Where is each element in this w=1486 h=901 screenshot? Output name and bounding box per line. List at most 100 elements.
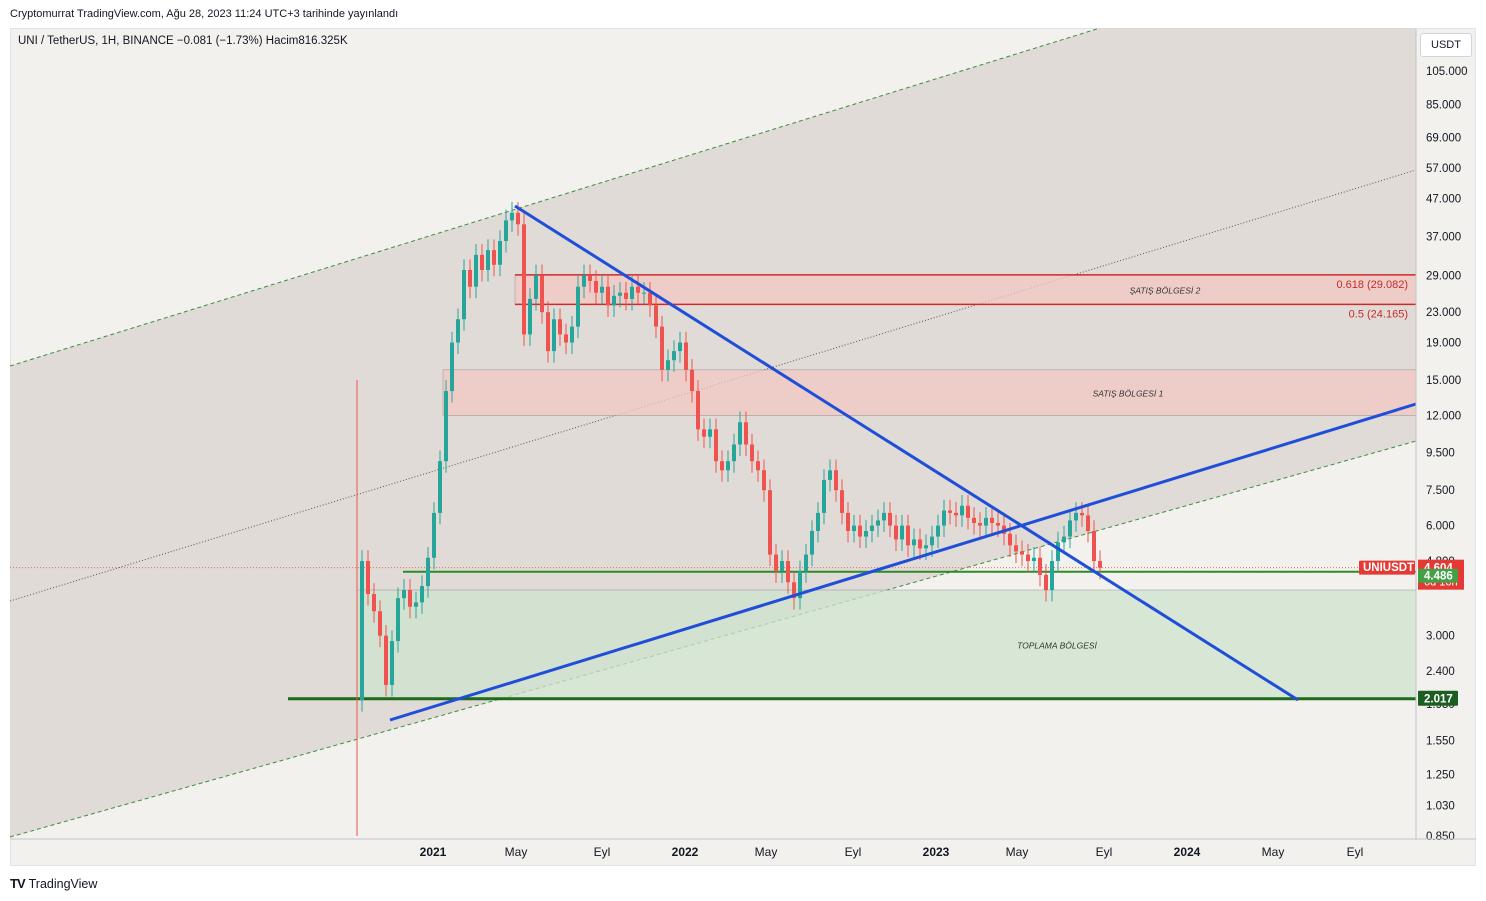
symbol-price-tag: UNIUSDT <box>1363 562 1414 574</box>
x-tick-label: May <box>755 845 778 859</box>
candle-body <box>534 275 538 299</box>
candle-body <box>702 429 706 437</box>
candle-body <box>816 512 820 531</box>
x-tick-label: May <box>505 845 528 859</box>
candle-body <box>558 319 562 335</box>
y-tick-label: 69.000 <box>1426 133 1461 145</box>
candle-body <box>528 298 532 335</box>
candle-body <box>1098 561 1102 568</box>
candle-body <box>1014 545 1018 552</box>
candle-body <box>474 254 478 287</box>
candle-body <box>906 525 910 546</box>
symbol-price-tag-box <box>1359 560 1415 575</box>
candle-body <box>438 461 442 513</box>
candle-body <box>822 479 826 513</box>
candle-body <box>552 319 556 352</box>
candle-body <box>594 280 598 293</box>
x-tick-label: May <box>1262 845 1285 859</box>
candle-body <box>372 594 376 612</box>
candle-body <box>894 525 898 540</box>
tradingview-logo-icon: TV <box>10 876 26 891</box>
candle-body <box>834 470 838 491</box>
support-4486-tag: 4.486 <box>1424 570 1453 582</box>
candle-body <box>936 525 940 537</box>
candle-body <box>624 292 628 299</box>
candle-body <box>846 512 850 531</box>
published-note: Cryptomurrat TradingView.com, Ağu 28, 20… <box>10 8 399 20</box>
candle-body <box>456 319 460 343</box>
symbol-info[interactable]: UNI / TetherUS, 1H, BINANCE −0.081 (−1.7… <box>18 35 348 47</box>
candle-body <box>1056 542 1060 562</box>
descending-trendline <box>514 204 1299 702</box>
x-tick-label: May <box>1006 845 1029 859</box>
candle-body <box>396 598 400 642</box>
candle-body <box>1038 557 1042 575</box>
candle-body <box>402 590 406 599</box>
candle-body <box>768 490 772 555</box>
candle-body <box>1062 536 1066 543</box>
candle-body <box>918 539 922 549</box>
candle-body <box>984 517 988 526</box>
y-tick-label: 19.000 <box>1426 338 1461 350</box>
y-tick-label: 15.000 <box>1426 375 1461 387</box>
candle-body <box>654 305 658 327</box>
candle-body <box>786 561 790 583</box>
x-tick-label: Eyl <box>845 845 862 859</box>
candle-body <box>480 254 484 270</box>
x-tick-label: 2022 <box>672 845 699 859</box>
candle-body <box>870 525 874 531</box>
footer-brand[interactable]: TV TradingView <box>10 876 97 891</box>
candle-body <box>744 422 748 445</box>
candle-body <box>708 429 712 437</box>
candle-body <box>426 557 430 587</box>
candle-body <box>498 241 502 265</box>
candle-body <box>684 342 688 370</box>
candle-body <box>540 275 544 313</box>
candle-body <box>882 512 886 521</box>
x-tick-label: 2023 <box>923 845 950 859</box>
candle-body <box>954 512 958 516</box>
x-tick-label: 2024 <box>1174 845 1201 859</box>
candle-body <box>468 269 472 287</box>
candle-body <box>810 530 814 555</box>
candle-body <box>486 250 490 270</box>
candle-body <box>924 545 928 549</box>
candle-body <box>378 611 382 636</box>
x-tick-label: 2021 <box>420 845 447 859</box>
candle-body <box>588 275 592 281</box>
y-tick-label: 23.000 <box>1426 307 1461 319</box>
candle-body <box>414 602 418 607</box>
candle-body <box>732 444 736 462</box>
y-tick-label: 1.250 <box>1426 770 1455 782</box>
candle-body <box>1080 512 1084 516</box>
x-tick-label: Eyl <box>1096 845 1113 859</box>
candle-body <box>750 444 754 462</box>
candle-body <box>1008 533 1012 546</box>
zone-satis-1-label: SATIŞ BÖLGESİ 1 <box>1093 389 1164 399</box>
y-tick-label: 29.000 <box>1426 270 1461 282</box>
x-tick-label: Eyl <box>1347 845 1364 859</box>
candle-body <box>978 522 982 526</box>
candle-body <box>636 286 640 293</box>
candle-body <box>504 220 508 242</box>
zone-satis-2-label: ŞATIŞ BÖLGESİ 2 <box>1130 286 1201 296</box>
y-tick-label: 3.000 <box>1426 631 1455 643</box>
candle-body <box>600 286 604 293</box>
candle-body <box>420 586 424 603</box>
candle-body <box>942 510 946 526</box>
y-tick-label: 1.550 <box>1426 736 1455 748</box>
candle-body <box>720 461 724 471</box>
y-tick-label: 47.000 <box>1426 194 1461 206</box>
y-tick-label: 7.500 <box>1426 485 1455 497</box>
candle-body <box>852 525 856 531</box>
currency-button[interactable]: USDT <box>1420 33 1472 57</box>
candle-body <box>618 292 622 296</box>
candle-body <box>1050 561 1054 591</box>
candle-body <box>828 470 832 480</box>
candle-body <box>492 250 496 265</box>
y-tick-label: 6.000 <box>1426 521 1455 533</box>
y-tick-label: 2.400 <box>1426 666 1455 678</box>
candle-body <box>864 530 868 537</box>
y-tick-label: 12.000 <box>1426 411 1461 423</box>
